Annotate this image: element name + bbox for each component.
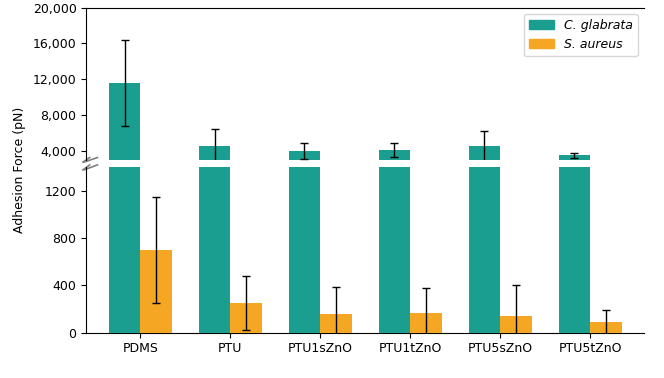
Bar bbox=[410, 185, 442, 187]
Bar bbox=[140, 180, 172, 187]
Bar bbox=[199, 146, 230, 187]
Bar bbox=[558, 0, 590, 333]
Bar bbox=[500, 186, 532, 187]
Bar bbox=[320, 185, 352, 187]
Bar bbox=[289, 151, 320, 187]
Bar bbox=[378, 150, 410, 187]
Bar bbox=[320, 314, 352, 333]
Bar bbox=[590, 186, 622, 187]
Bar bbox=[199, 0, 230, 333]
Bar bbox=[378, 0, 410, 333]
Bar bbox=[289, 0, 320, 333]
Bar bbox=[230, 303, 262, 333]
Bar bbox=[140, 250, 172, 333]
Bar bbox=[230, 184, 262, 187]
Legend: C. glabrata, S. aureus: C. glabrata, S. aureus bbox=[524, 14, 638, 56]
Bar bbox=[469, 146, 500, 187]
Bar bbox=[109, 0, 140, 333]
Bar bbox=[500, 316, 532, 333]
Bar bbox=[109, 83, 140, 187]
Bar bbox=[558, 155, 590, 187]
Bar bbox=[469, 0, 500, 333]
Bar bbox=[590, 322, 622, 333]
Text: Adhesion Force (pN): Adhesion Force (pN) bbox=[13, 107, 27, 233]
Bar bbox=[410, 313, 442, 333]
